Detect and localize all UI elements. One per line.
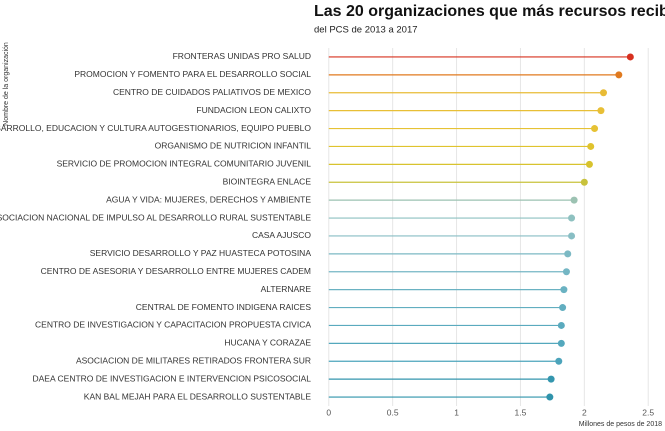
dot	[568, 232, 576, 240]
y-tick-label: SERVICIO DESARROLLO Y PAZ HUASTECA POTOS…	[90, 248, 312, 258]
dot	[559, 304, 567, 312]
y-tick-label: BIOINTEGRA ENLACE	[223, 177, 312, 187]
y-tick-label: ASOCIACION DE MILITARES RETIRADOS FRONTE…	[76, 356, 311, 366]
x-tick-label: 1	[454, 407, 459, 417]
x-tick-label: 1.5	[515, 407, 527, 417]
y-tick-label: PROMOCION Y FOMENTO PARA EL DESARROLLO S…	[74, 69, 311, 79]
dot	[580, 178, 588, 186]
dot	[597, 107, 605, 115]
y-tick-label: CENTRO DE INVESTIGACION Y CAPACITACION P…	[35, 320, 311, 330]
dot	[555, 357, 563, 365]
y-tick-label: DESARROLLO, EDUCACION Y CULTURA AUTOGEST…	[0, 123, 311, 133]
dot	[587, 142, 595, 150]
y-tick-label: CENTRAL DE FOMENTO INDIGENA RAICES	[136, 302, 312, 312]
y-tick-label: FUNDACION LEON CALIXTO	[196, 105, 311, 115]
dot	[560, 286, 568, 294]
y-tick-label: CENTRO DE ASESORIA Y DESARROLLO ENTRE MU…	[41, 266, 311, 276]
dot	[557, 339, 565, 347]
chart-title: Las 20 organizaciones que más recursos r…	[314, 3, 665, 20]
y-tick-label: ORGANISMO DE NUTRICION INFANTIL	[155, 141, 312, 151]
y-tick-label: SERVICIO DE PROMOCION INTEGRAL COMUNITAR…	[57, 159, 312, 169]
x-axis-title: Millones de pesos de 2018	[579, 421, 662, 428]
x-tick-label: 0	[326, 407, 331, 417]
dot	[585, 160, 593, 168]
y-tick-label: DAEA CENTRO DE INVESTIGACION E INTERVENC…	[32, 373, 311, 383]
dot	[546, 393, 554, 401]
y-tick-label: CENTRO DE CUIDADOS PALIATIVOS DE MEXICO	[113, 87, 311, 97]
x-tick-label: 2.5	[642, 407, 654, 417]
y-tick-label: ASOCIACION NACIONAL DE IMPULSO AL DESARR…	[0, 212, 311, 222]
dot	[600, 89, 607, 97]
x-tick-label: 2	[582, 407, 587, 417]
y-tick-label: HUCANA Y CORAZAE	[224, 338, 311, 348]
y-tick-label: KAN BAL MEJAH PARA EL DESARROLLO SUSTENT…	[84, 391, 312, 401]
dot	[557, 321, 565, 329]
dot	[615, 71, 623, 79]
dot	[568, 214, 576, 222]
dot	[562, 268, 570, 276]
dot	[564, 250, 572, 258]
y-tick-label: FRONTERAS UNIDAS PRO SALUD	[173, 51, 311, 61]
dot	[626, 53, 634, 61]
y-tick-label: AGUA Y VIDA: MUJERES, DERECHOS Y AMBIENT…	[106, 194, 311, 204]
y-tick-label: ALTERNARE	[261, 284, 312, 294]
dot	[591, 125, 599, 133]
dot	[547, 375, 555, 383]
x-tick-label: 0.5	[387, 407, 399, 417]
y-axis-title: Nombre de la organización	[3, 42, 10, 126]
y-tick-label: CASA AJUSCO	[252, 230, 311, 240]
dot	[570, 196, 578, 204]
chart-subtitle: del PCS de 2013 a 2017	[314, 25, 418, 36]
